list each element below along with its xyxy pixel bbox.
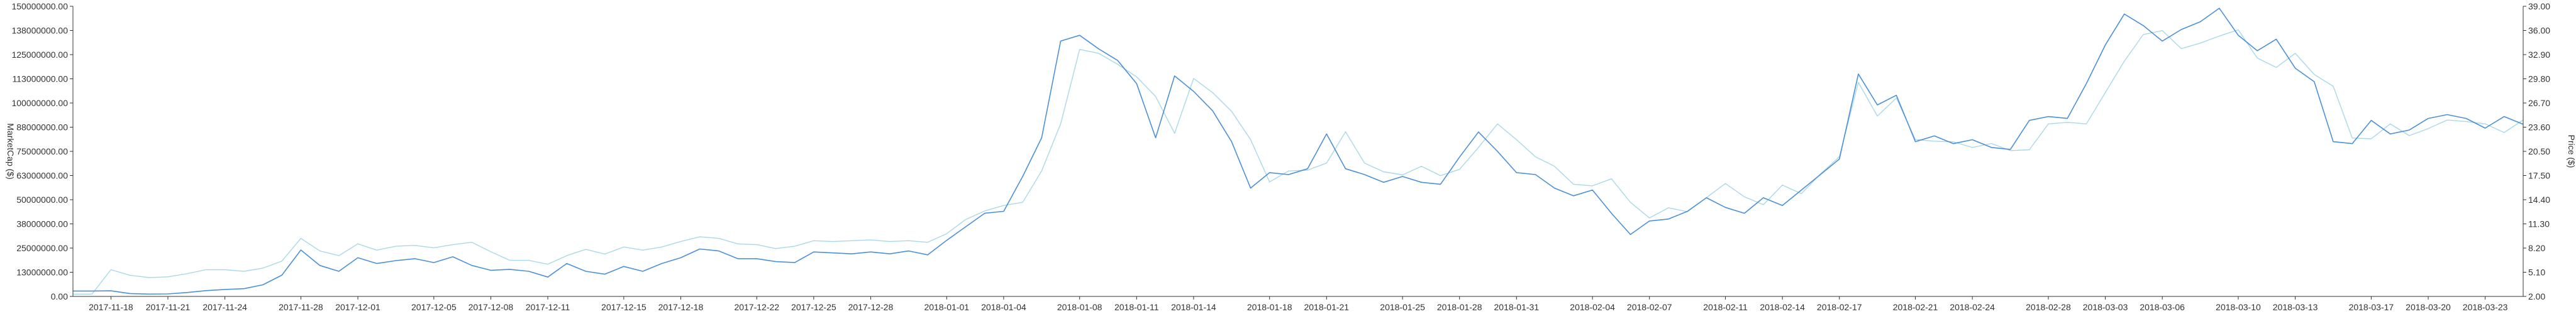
y-right-tick-label: 29.80 xyxy=(2528,74,2550,84)
x-tick-label: 2018-03-23 xyxy=(2463,302,2508,312)
x-tick-label: 2018-03-20 xyxy=(2406,302,2451,312)
plot-area xyxy=(73,8,2524,295)
x-tick-label: 2018-01-28 xyxy=(1437,302,1482,312)
x-tick-label: 2017-12-15 xyxy=(601,302,647,312)
y-right-tick-label: 26.70 xyxy=(2528,98,2550,108)
x-tick-label: 2017-11-21 xyxy=(146,302,191,312)
y-right-tick-label: 23.60 xyxy=(2528,122,2550,133)
x-tick-label: 2018-02-21 xyxy=(1893,302,1938,312)
x-tick-label: 2018-02-14 xyxy=(1760,302,1805,312)
x-tick-label: 2018-03-06 xyxy=(2140,302,2185,312)
y-axis-left-title: MarketCap ($) xyxy=(6,123,16,179)
x-tick-label: 2018-03-10 xyxy=(2216,302,2261,312)
y-right-tick-label: 32.90 xyxy=(2528,50,2550,60)
x-tick-label: 2018-01-01 xyxy=(924,302,969,312)
x-tick-label: 2018-02-07 xyxy=(1627,302,1672,312)
x-tick-label: 2018-02-11 xyxy=(1703,302,1748,312)
x-tick-label: 2017-12-18 xyxy=(658,302,704,312)
x-tick-label: 2018-02-17 xyxy=(1817,302,1862,312)
y-left-tick-label: 138000000.00 xyxy=(11,26,68,36)
x-tick-label: 2017-12-01 xyxy=(335,302,380,312)
axes: 0.00 13000000.00 25000000.00 38000000.00 500… xyxy=(11,1,2550,312)
x-tick-label: 2018-02-04 xyxy=(1570,302,1615,312)
series-line-price xyxy=(73,29,2524,295)
x-tick-label: 2017-11-28 xyxy=(279,302,323,312)
y-right-tick-label: 2.00 xyxy=(2528,291,2545,301)
x-tick-label: 2017-12-08 xyxy=(469,302,514,312)
x-tick-label: 2018-01-11 xyxy=(1114,302,1159,312)
y-left-tick-label: 0.00 xyxy=(51,291,68,301)
y-right-tick-label: 20.50 xyxy=(2528,146,2550,156)
x-tick-label: 2018-01-04 xyxy=(981,302,1026,312)
y-right-tick-label: 8.20 xyxy=(2528,243,2545,253)
x-tick-label: 2017-11-24 xyxy=(203,302,247,312)
x-tick-label: 2018-01-08 xyxy=(1057,302,1102,312)
y-left-tick-label: 113000000.00 xyxy=(13,74,69,84)
y-left-tick-label: 13000000.00 xyxy=(16,268,68,278)
x-tick-label: 2017-12-25 xyxy=(791,302,836,312)
x-tick-label: 2018-03-03 xyxy=(2083,302,2128,312)
y-left-tick-label: 150000000.00 xyxy=(11,1,68,11)
x-tick-label: 2018-01-25 xyxy=(1380,302,1425,312)
x-tick-label: 2018-01-21 xyxy=(1304,302,1349,312)
y-right-tick-label: 11.30 xyxy=(2528,219,2550,229)
y-left-tick-label: 38000000.00 xyxy=(16,219,68,229)
x-tick-label: 2017-12-05 xyxy=(411,302,457,312)
x-tick-label: 2017-12-22 xyxy=(734,302,779,312)
y-right-tick-label: 39.00 xyxy=(2528,1,2550,11)
x-tick-label: 2017-11-18 xyxy=(89,302,133,312)
x-tick-label: 2018-01-18 xyxy=(1247,302,1292,312)
y-left-tick-label: 75000000.00 xyxy=(16,146,68,156)
x-tick-label: 2018-03-17 xyxy=(2349,302,2394,312)
series-line-marketcap xyxy=(73,8,2524,295)
y-left-tick-label: 50000000.00 xyxy=(16,195,68,205)
x-tick-label: 2017-12-28 xyxy=(848,302,894,312)
y-left-tick-label: 25000000.00 xyxy=(16,243,68,253)
y-left-tick-label: 63000000.00 xyxy=(16,171,68,181)
y-axis-right-title: Price ($) xyxy=(2567,135,2576,168)
x-tick-label: 2018-01-14 xyxy=(1171,302,1216,312)
y-right-tick-label: 14.40 xyxy=(2528,195,2550,205)
x-tick-label: 2018-02-28 xyxy=(2026,302,2071,312)
x-tick-label: 2017-12-11 xyxy=(526,302,570,312)
y-right-tick-label: 5.10 xyxy=(2528,268,2545,278)
x-tick-label: 2018-01-31 xyxy=(1494,302,1540,312)
y-left-tick-label: 125000000.00 xyxy=(11,50,68,60)
y-right-tick-label: 17.50 xyxy=(2528,171,2550,181)
x-tick-label: 2018-02-24 xyxy=(1950,302,1995,312)
y-left-tick-label: 100000000.00 xyxy=(11,98,68,108)
x-tick-label: 2018-03-13 xyxy=(2273,302,2318,312)
y-right-tick-label: 36.00 xyxy=(2528,26,2550,36)
y-left-tick-label: 88000000.00 xyxy=(16,122,68,133)
